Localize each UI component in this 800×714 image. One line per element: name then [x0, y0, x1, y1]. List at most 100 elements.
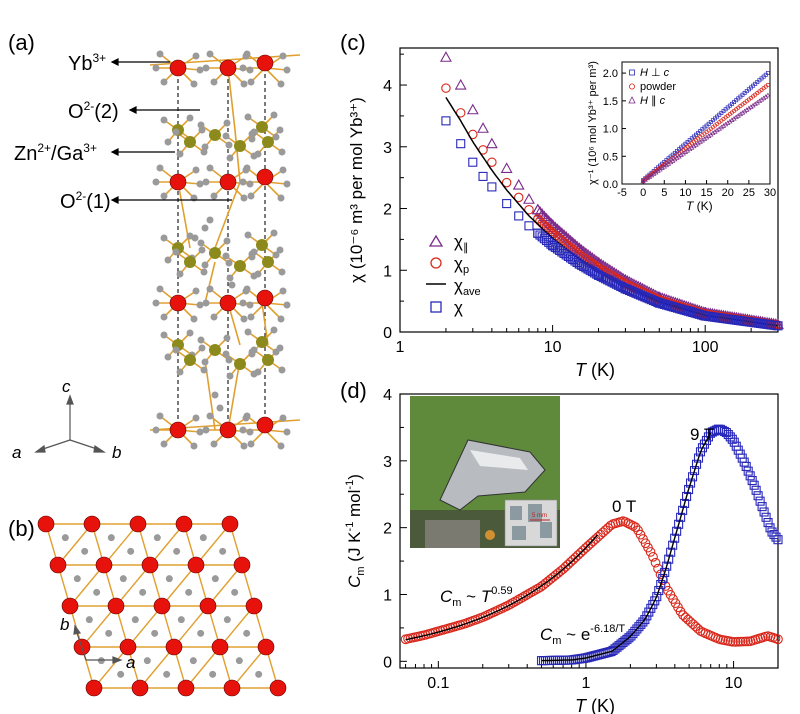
o-atom — [225, 259, 233, 267]
o-atom — [211, 575, 219, 583]
o-atom — [139, 588, 147, 596]
data-point-0T — [730, 637, 741, 647]
data-point-0T — [523, 589, 533, 600]
yb-atom — [221, 515, 239, 533]
yb-atom — [141, 556, 159, 574]
o-atom — [254, 150, 262, 158]
data-point-chi — [524, 221, 534, 231]
lattice-bond — [139, 646, 175, 689]
o-atom — [222, 252, 230, 260]
x-tick-label: 1 — [581, 675, 590, 692]
zn-ga-atom — [262, 256, 274, 268]
data-point-chi-parallel — [512, 178, 525, 190]
specific-heat-chart: 0.1 1 10 0 1 2 3 4 T (K) Cm (J K-1 mol-1) 0 T 9 T Cm… — [344, 387, 783, 714]
y-tick-label: 2 — [383, 202, 392, 219]
o-atom — [172, 248, 180, 256]
data-point-9T — [654, 586, 664, 596]
o-atom — [192, 414, 200, 422]
o-atom — [277, 80, 285, 88]
o-atom — [283, 180, 291, 188]
legend-marker — [430, 257, 442, 269]
data-point-chi-powder — [513, 192, 524, 203]
yb-atom — [169, 173, 187, 191]
o-atom — [239, 299, 247, 307]
o-atom — [200, 366, 208, 374]
axis-a-label: a — [12, 443, 21, 462]
data-point-0T — [530, 585, 541, 595]
lattice-bond — [103, 523, 139, 566]
data-point-chi — [478, 171, 488, 181]
y-tick-label: 1 — [383, 263, 392, 280]
label-o2: O2-(2) — [68, 99, 119, 123]
photo-holder — [425, 520, 480, 548]
data-point-9T — [691, 459, 702, 469]
photo-crystal-highlight — [470, 450, 528, 470]
o-atom — [270, 111, 278, 119]
yb-atom — [211, 638, 229, 656]
data-point-chi-parallel — [500, 162, 513, 173]
data-point-9T — [666, 547, 676, 557]
data-point-0T — [503, 600, 513, 611]
lattice-bond — [115, 564, 151, 607]
y-tick-label: 1 — [383, 587, 392, 604]
panel-label-b: (b) — [8, 516, 35, 541]
o-atom — [81, 547, 89, 555]
inset-y-tick-label: 1.5 — [603, 96, 618, 108]
o-atom — [156, 285, 164, 293]
o-atom — [192, 52, 200, 60]
o-atom — [201, 261, 209, 269]
label-o1: O2-(1) — [60, 189, 111, 213]
o-atom — [283, 301, 291, 309]
data-point-chi — [456, 139, 466, 149]
o-atom — [196, 66, 204, 74]
o-atom — [206, 164, 214, 172]
o-atom — [200, 148, 208, 156]
inset-legend-marker — [628, 96, 636, 104]
data-point-9T — [656, 579, 666, 590]
yb-atom — [169, 294, 187, 312]
o-atom — [197, 629, 205, 637]
zn-ga-atom — [234, 358, 246, 370]
crystal-structure-top-view — [37, 515, 287, 697]
yb-atom — [256, 168, 274, 186]
zn-ga-atom — [262, 136, 274, 148]
o-atom — [164, 256, 172, 264]
lattice-bond — [149, 523, 185, 566]
data-point-9T — [676, 512, 686, 522]
o-atom — [196, 301, 204, 309]
o-atom — [283, 428, 291, 436]
y-tick-label: 4 — [383, 78, 392, 95]
o-atom — [73, 575, 81, 583]
yb-atom — [83, 515, 101, 533]
data-point-chi-powder — [501, 177, 512, 188]
o-atom — [270, 326, 278, 334]
o-atom — [279, 52, 287, 60]
zn-ga-atom — [209, 247, 221, 259]
o-atom — [255, 670, 263, 678]
o-atom — [164, 138, 172, 146]
data-point-9T — [687, 472, 698, 482]
yb-atom — [95, 556, 113, 574]
data-point-0T — [688, 619, 698, 630]
inset-point-perp — [765, 71, 770, 75]
o-atom — [206, 412, 214, 420]
data-point-9T — [755, 496, 765, 506]
o-atom — [222, 350, 230, 358]
legend-label: χ — [454, 298, 463, 317]
o-atom — [152, 299, 160, 307]
o-atom — [243, 412, 251, 420]
o-atom — [185, 588, 193, 596]
o-atom — [143, 657, 151, 665]
inset-point-powder — [765, 82, 770, 88]
lattice-bond — [93, 646, 129, 689]
o-atom — [279, 414, 287, 422]
data-point-9T — [745, 471, 755, 481]
o-atom — [219, 547, 227, 555]
o-atom — [243, 629, 251, 637]
yb-atom — [169, 59, 187, 77]
data-point-0T — [505, 599, 516, 610]
o-atom — [177, 616, 185, 624]
yb-atom — [233, 556, 251, 574]
lattice-bond — [231, 646, 267, 689]
o-atom — [277, 442, 285, 450]
